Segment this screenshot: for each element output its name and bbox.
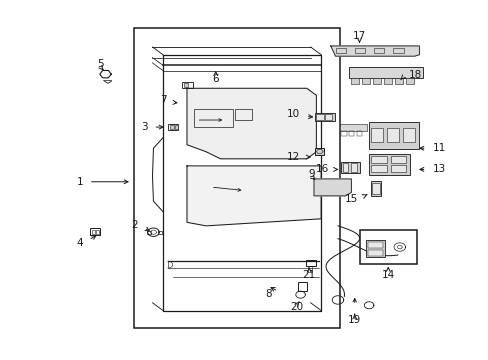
Bar: [325, 114, 331, 120]
Bar: [373, 78, 380, 84]
Bar: [371, 183, 379, 194]
Bar: [234, 109, 251, 120]
Bar: [368, 154, 409, 175]
Bar: [360, 230, 416, 264]
Bar: [147, 231, 151, 234]
Bar: [184, 83, 187, 87]
Bar: [169, 125, 173, 129]
Bar: [371, 156, 386, 163]
Bar: [390, 165, 405, 172]
Bar: [362, 78, 369, 84]
Text: 13: 13: [431, 165, 445, 174]
Bar: [386, 128, 399, 142]
Bar: [305, 260, 316, 266]
Text: 21: 21: [302, 270, 315, 280]
Bar: [366, 240, 385, 257]
Bar: [134, 28, 340, 328]
Text: 10: 10: [286, 109, 300, 119]
Bar: [395, 78, 402, 84]
Bar: [390, 156, 405, 163]
Bar: [182, 82, 192, 88]
Text: 20: 20: [290, 302, 303, 312]
Bar: [402, 128, 414, 142]
Bar: [335, 48, 346, 53]
Polygon shape: [186, 166, 321, 226]
Bar: [367, 250, 382, 256]
Bar: [356, 131, 361, 136]
Text: 14: 14: [381, 270, 394, 280]
Bar: [351, 78, 358, 84]
Bar: [90, 228, 100, 235]
Bar: [384, 78, 391, 84]
Bar: [316, 114, 323, 120]
Bar: [351, 163, 356, 171]
Bar: [406, 78, 413, 84]
Text: 8: 8: [265, 289, 272, 299]
Text: 12: 12: [286, 152, 300, 162]
Text: 5: 5: [97, 59, 104, 69]
Bar: [392, 48, 403, 53]
Text: 19: 19: [347, 315, 361, 325]
Polygon shape: [330, 46, 419, 56]
Bar: [298, 282, 306, 291]
Text: 11: 11: [431, 143, 445, 153]
Bar: [370, 181, 380, 196]
Bar: [373, 48, 384, 53]
Bar: [96, 230, 99, 234]
Bar: [342, 163, 348, 171]
Text: 4: 4: [76, 238, 83, 248]
Text: 15: 15: [345, 194, 358, 204]
Text: 3: 3: [141, 122, 147, 132]
Polygon shape: [313, 179, 351, 196]
Bar: [91, 230, 95, 234]
Text: 18: 18: [407, 70, 421, 80]
Text: 1: 1: [76, 177, 83, 187]
Polygon shape: [186, 88, 316, 159]
Text: 9: 9: [307, 168, 314, 179]
Bar: [348, 131, 353, 136]
Bar: [348, 67, 423, 78]
Text: 6: 6: [212, 74, 219, 84]
Bar: [315, 113, 334, 121]
Bar: [194, 109, 232, 127]
Bar: [371, 128, 383, 142]
Bar: [167, 123, 178, 130]
Text: 16: 16: [315, 165, 328, 174]
Bar: [367, 242, 382, 248]
Bar: [354, 48, 365, 53]
Bar: [340, 124, 366, 131]
Bar: [158, 231, 161, 234]
Bar: [368, 122, 419, 149]
Text: 2: 2: [131, 220, 138, 230]
Text: 7: 7: [160, 95, 166, 104]
Bar: [371, 165, 386, 172]
Bar: [341, 131, 346, 136]
Bar: [174, 125, 178, 129]
Text: 17: 17: [352, 31, 366, 41]
Bar: [315, 148, 324, 154]
Bar: [307, 266, 311, 272]
Bar: [341, 162, 359, 173]
